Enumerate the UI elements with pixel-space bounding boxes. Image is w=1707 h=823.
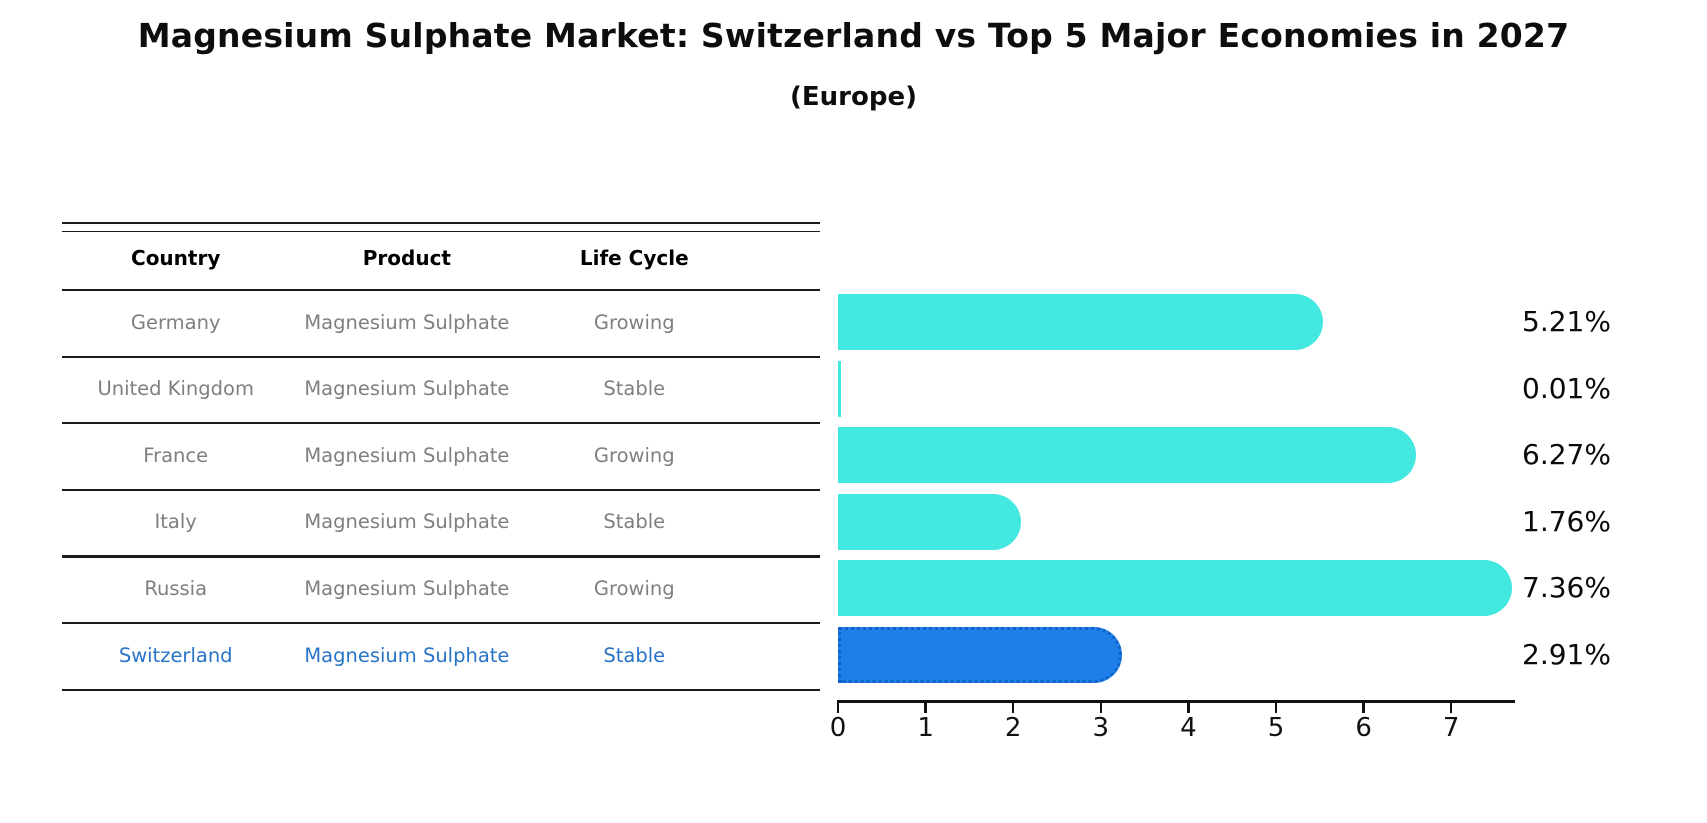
bar-france — [838, 427, 1417, 484]
cell-life-cycle: Growing — [593, 576, 675, 600]
value-label: 6.27% — [1522, 438, 1611, 472]
x-axis-tick-label: 4 — [1180, 713, 1197, 743]
cell-life-cycle: Growing — [593, 310, 675, 334]
table-row: France Magnesium Sulphate Growing — [62, 422, 820, 489]
table-row: United Kingdom Magnesium Sulphate Stable — [62, 355, 820, 422]
bar-germany — [838, 294, 1324, 350]
cell-country: United Kingdom — [97, 377, 254, 401]
cell-product: Magnesium Sulphate — [304, 576, 510, 600]
table-row-rule — [62, 422, 820, 425]
x-axis-tick — [1274, 700, 1278, 713]
cell-life-cycle: Stable — [603, 510, 666, 534]
cell-country: Russia — [144, 576, 208, 600]
x-axis-tick-label: 7 — [1442, 713, 1460, 743]
value-label: 1.76% — [1522, 504, 1611, 538]
value-label: 0.01% — [1522, 371, 1611, 405]
x-axis-tick-label: 2 — [1004, 713, 1022, 743]
value-label: 2.91% — [1522, 638, 1611, 671]
x-axis-tick-label: 5 — [1267, 713, 1285, 743]
cell-life-cycle: Stable — [603, 377, 666, 401]
x-axis-tick — [1450, 700, 1453, 713]
bar-switzerland — [838, 627, 1122, 683]
x-axis-tick-label: 0 — [829, 713, 847, 743]
cell-product: Magnesium Sulphate — [304, 310, 510, 334]
column-header-product: Product — [362, 246, 451, 270]
cell-country: Germany — [130, 310, 221, 334]
table-row: Russia Magnesium Sulphate Growing — [62, 555, 820, 622]
x-axis-tick — [1362, 700, 1365, 713]
column-header-country: Country — [131, 246, 221, 270]
chart-subtitle: (Europe) — [790, 82, 917, 112]
cell-country: Italy — [154, 510, 197, 534]
cell-country: France — [143, 443, 209, 467]
cell-product: Magnesium Sulphate — [304, 377, 510, 401]
cell-product: Magnesium Sulphate — [304, 443, 510, 467]
table-row-switzerland: Switzerland Magnesium Sulphate Stable — [62, 622, 820, 689]
value-label: 5.21% — [1522, 305, 1611, 338]
x-axis-tick-label: 6 — [1355, 713, 1372, 743]
cell-life-cycle: Growing — [593, 443, 675, 467]
table-top-rule-inner — [62, 231, 820, 233]
table-row-rule — [62, 488, 820, 492]
value-label: 7.36% — [1522, 571, 1611, 605]
column-header-life-cycle: Life Cycle — [579, 246, 689, 270]
x-axis-tick — [836, 700, 840, 713]
bar-united-kingdom — [838, 360, 841, 417]
x-axis-tick — [1012, 700, 1015, 713]
table-header-rule — [62, 289, 820, 292]
table-row-rule — [62, 621, 820, 625]
table-row: Italy Magnesium Sulphate Stable — [62, 488, 820, 555]
table-header-row: Country Product Life Cycle — [62, 228, 820, 288]
cell-product: Magnesium Sulphate — [304, 643, 510, 667]
x-axis-tick — [1187, 700, 1190, 713]
x-axis-tick — [924, 700, 927, 713]
chart-title: Magnesium Sulphate Market: Switzerland v… — [137, 16, 1570, 55]
table-top-rule — [62, 222, 820, 225]
table-row-rule — [62, 555, 820, 558]
x-axis-tick-label: 1 — [917, 713, 934, 743]
cell-country: Switzerland — [118, 643, 233, 667]
x-axis-tick-label: 3 — [1092, 713, 1110, 743]
table-row: Germany Magnesium Sulphate Growing — [62, 289, 820, 356]
x-axis-tick — [1099, 700, 1102, 713]
bar-russia — [838, 560, 1512, 617]
cell-life-cycle: Stable — [603, 643, 666, 667]
table-bottom-rule — [62, 688, 820, 691]
table-row-rule — [62, 355, 820, 358]
cell-product: Magnesium Sulphate — [304, 510, 510, 534]
x-axis-line — [838, 700, 1515, 703]
bar-italy — [838, 493, 1022, 550]
